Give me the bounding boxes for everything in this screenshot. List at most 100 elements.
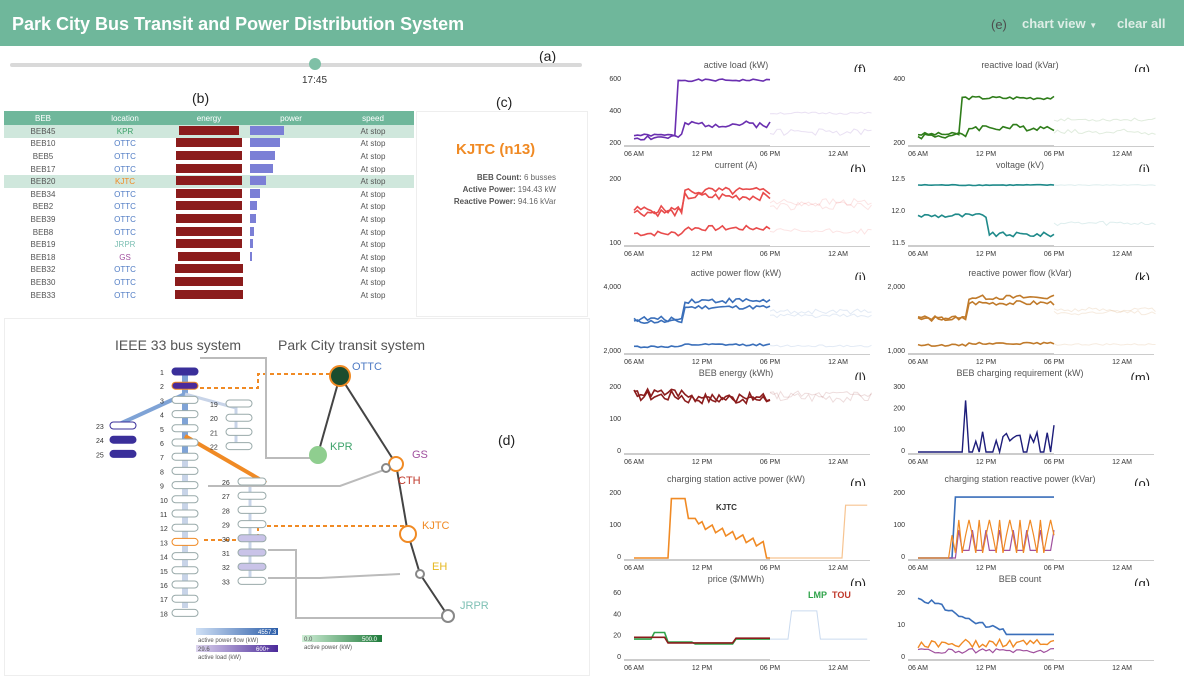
- chart-j[interactable]: active power flow (kW) (j) 4,000 2,000 06 AM…: [596, 266, 876, 369]
- bus-node-16[interactable]: [171, 580, 199, 589]
- bus-node-29[interactable]: [237, 520, 267, 529]
- chart-g[interactable]: reactive load (kVar) (g) 400 200 06 AM 12 PM 0…: [880, 58, 1160, 161]
- speed-cell: At stop: [332, 125, 414, 138]
- station-node-gs[interactable]: [388, 456, 404, 472]
- x-tick-label: 12 AM: [1112, 151, 1132, 158]
- table-row[interactable]: BEB30 OTTC At stop: [4, 276, 414, 289]
- table-row[interactable]: BEB8 OTTC At stop: [4, 226, 414, 239]
- station-node-ottc[interactable]: [329, 365, 351, 387]
- chart-k[interactable]: reactive power flow (kVar) (k) 2,000 1,000 0…: [880, 266, 1160, 369]
- col-header-beb[interactable]: BEB: [4, 111, 82, 125]
- chart-title: active power flow (kW): [690, 268, 782, 278]
- chart-l[interactable]: BEB energy (kWh) (l) 200 100 0 06 AM 12 PM 06 P…: [596, 366, 876, 469]
- bus-node-2[interactable]: [171, 381, 199, 390]
- bus-node-17[interactable]: [171, 594, 199, 603]
- bus-node-24[interactable]: [109, 435, 137, 444]
- y-tick-label: 4,000: [603, 284, 621, 291]
- bus-node-5[interactable]: [171, 424, 199, 433]
- energy-bar: [176, 226, 242, 236]
- station-node-kpr[interactable]: [309, 446, 327, 464]
- bus-node-10[interactable]: [171, 495, 199, 504]
- table-row[interactable]: BEB45 KPR At stop: [4, 125, 414, 138]
- bus-node-30[interactable]: [237, 534, 267, 543]
- table-row[interactable]: BEB39 OTTC At stop: [4, 213, 414, 226]
- bus-node-8[interactable]: [171, 466, 199, 475]
- chart-n[interactable]: charging station active power (kW) (n) 200…: [596, 472, 876, 575]
- bus-label-26: 26: [222, 480, 230, 487]
- clear-all-button[interactable]: clear all: [1117, 16, 1166, 31]
- bus-label-31: 31: [222, 551, 230, 558]
- x-tick-label: 12 PM: [692, 565, 712, 572]
- bus-node-15[interactable]: [171, 566, 199, 575]
- bus-node-12[interactable]: [171, 523, 199, 532]
- bus-node-33[interactable]: [237, 576, 267, 585]
- table-row[interactable]: BEB32 OTTC At stop: [4, 264, 414, 277]
- bus-node-6[interactable]: [171, 438, 199, 447]
- series-line-future: [769, 197, 872, 207]
- table-row[interactable]: BEB33 OTTC At stop: [4, 289, 414, 302]
- col-header-power[interactable]: power: [250, 111, 332, 125]
- bus-node-32[interactable]: [237, 562, 267, 571]
- time-slider-handle[interactable]: [309, 58, 321, 70]
- bus-node-21[interactable]: [225, 427, 253, 436]
- bus-node-22[interactable]: [225, 442, 253, 451]
- bus-node-19[interactable]: [225, 399, 253, 408]
- chart-q[interactable]: BEB count (q) 20 10 0 06 AM 12 PM 06 PM 12 AM: [880, 572, 1160, 675]
- time-slider-track[interactable]: [10, 63, 582, 67]
- station-node-kjtc[interactable]: [399, 525, 417, 543]
- table-row[interactable]: BEB18 GS At stop: [4, 251, 414, 264]
- station-node-cth[interactable]: [381, 463, 391, 473]
- bus-node-3[interactable]: [171, 395, 199, 404]
- table-row[interactable]: BEB2 OTTC At stop: [4, 201, 414, 214]
- chart-h[interactable]: current (A) (h) 200 100 06 AM 12 PM 06 PM 12 AM: [596, 158, 876, 261]
- bus-node-7[interactable]: [171, 452, 199, 461]
- bus-node-13[interactable]: [171, 537, 199, 546]
- bus-node-4[interactable]: [171, 410, 199, 419]
- bus-node-26[interactable]: [237, 477, 267, 486]
- col-header-speed[interactable]: speed: [332, 111, 414, 125]
- beb-table: BEB location energy power speed BEB45 KPR…: [4, 111, 414, 301]
- bus-node-14[interactable]: [171, 552, 199, 561]
- bus-node-11[interactable]: [171, 509, 199, 518]
- bus-node-25[interactable]: [109, 449, 137, 458]
- series-line-future: [769, 308, 872, 315]
- chart-f[interactable]: active load (kW) (f) 600 400 200 06 AM 12 PM 06…: [596, 58, 876, 161]
- energy-bar: [177, 251, 241, 261]
- table-row[interactable]: BEB5 OTTC At stop: [4, 150, 414, 163]
- col-header-location[interactable]: location: [82, 111, 168, 125]
- chart-i[interactable]: voltage (kV) (i) 12.5 12.0 11.5 06 AM 12 PM 06 …: [880, 158, 1160, 261]
- chart-view-dropdown[interactable]: chart view ▼: [1022, 16, 1097, 31]
- energy-bar: [176, 188, 242, 198]
- col-header-energy[interactable]: energy: [168, 111, 250, 125]
- chart-o[interactable]: charging station reactive power (kVar) (o…: [880, 472, 1160, 575]
- series-line: [917, 95, 1055, 136]
- series-line: [917, 341, 1055, 347]
- series-line-future: [1053, 117, 1156, 122]
- table-row[interactable]: BEB20 KJTC At stop: [4, 175, 414, 188]
- station-node-eh[interactable]: [415, 569, 425, 579]
- table-row[interactable]: BEB17 OTTC At stop: [4, 163, 414, 176]
- chart-m[interactable]: BEB charging requirement (kW) (m) 300 200 10…: [880, 366, 1160, 469]
- bus-node-23[interactable]: [109, 421, 137, 430]
- station-node-jrpr[interactable]: [441, 609, 455, 623]
- chart-p[interactable]: price ($/MWh) (p) 60 40 20 0 06 AM 12 PM 06 PM 12…: [596, 572, 876, 675]
- bus-node-27[interactable]: [237, 491, 267, 500]
- bus-label-15: 15: [160, 569, 168, 576]
- beb-count-label: BEB Count:: [476, 173, 522, 182]
- bus-node-28[interactable]: [237, 505, 267, 514]
- table-row[interactable]: BEB34 OTTC At stop: [4, 188, 414, 201]
- energy-bar: [178, 125, 240, 135]
- bus-node-31[interactable]: [237, 548, 267, 557]
- y-tick-label: 12.5: [891, 176, 905, 183]
- future-region: [770, 486, 870, 560]
- table-row[interactable]: BEB19 JRPR At stop: [4, 238, 414, 251]
- bus-node-18[interactable]: [171, 608, 199, 617]
- table-row[interactable]: BEB10 OTTC At stop: [4, 138, 414, 151]
- bus-node-9[interactable]: [171, 481, 199, 490]
- bus-node-1[interactable]: [171, 367, 199, 376]
- location-cell: OTTC: [114, 202, 136, 212]
- bus-node-20[interactable]: [225, 413, 253, 422]
- chart-title: BEB count: [998, 574, 1042, 584]
